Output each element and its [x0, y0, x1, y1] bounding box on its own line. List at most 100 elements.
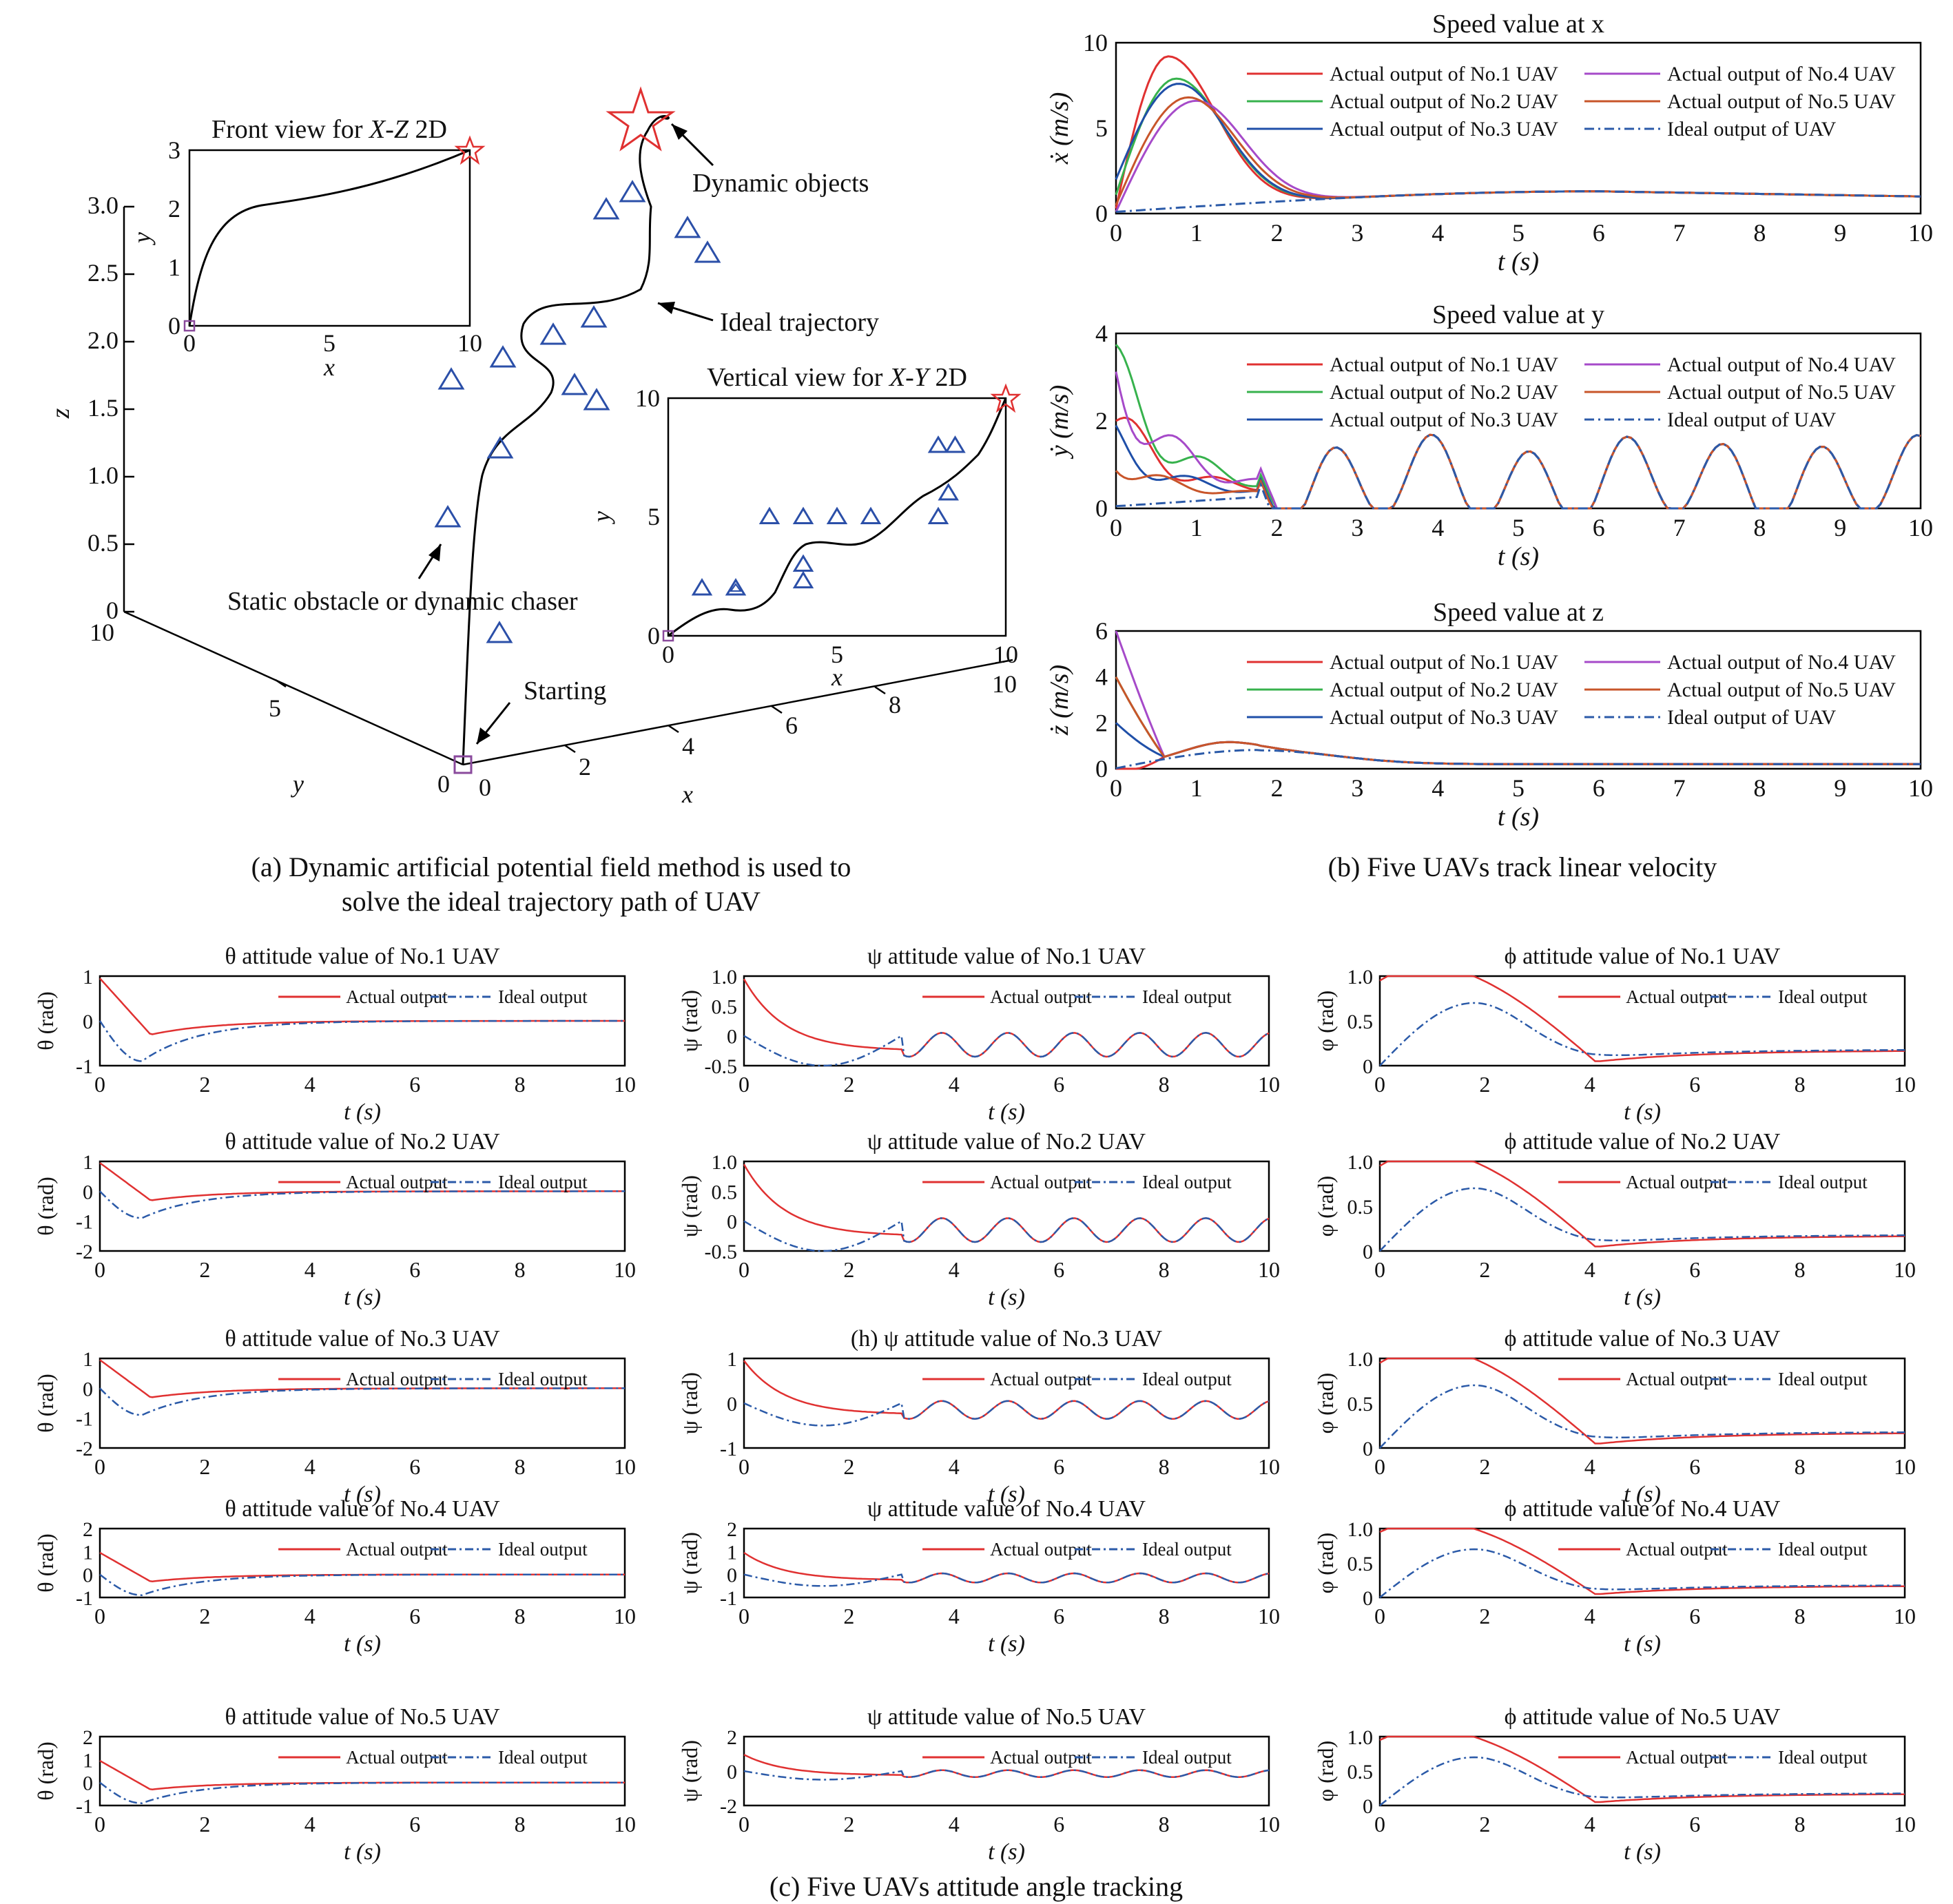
att-1-theta-ideal [99, 1190, 625, 1219]
att-2-phi-ylabel: φ (rad) [1313, 1373, 1338, 1434]
att-2-theta-xtick-6: 6 [409, 1454, 420, 1479]
z-tick-0: 0 [106, 597, 118, 624]
speed-2-xtick-0: 0 [1110, 774, 1122, 802]
att-3-theta-ytick-1: 1 [83, 1541, 93, 1564]
att-2-theta-xtick-8: 8 [515, 1454, 526, 1479]
speed-chart-xlabel-2: t (s) [1498, 803, 1539, 831]
att-0-phi-ytick-1: 0.5 [1347, 1011, 1374, 1033]
att-3-phi-title: ϕ attitude value of No.4 UAV [1505, 1496, 1781, 1522]
att-2-psi-ytick-0: 1 [727, 1348, 737, 1371]
front-view-inset: Front view for X-Z 2D 0 5 10 x 0 1 2 3 y [128, 115, 486, 381]
att-2-phi-ytick-0: 1.0 [1347, 1348, 1374, 1371]
speed-1-legend-label-1: Actual output of No.2 UAV [1330, 381, 1558, 404]
x-axis-ticks [275, 679, 886, 754]
speed-0-series-ideal [1115, 190, 1921, 213]
speed-0-ytick-0: 0 [1095, 200, 1108, 227]
vert-y-tick-0: 0 [648, 622, 660, 650]
att-1-psi-ideal [743, 1217, 1270, 1252]
att-3-phi-actual [1379, 1527, 1905, 1595]
att-3-phi-xtick-4: 4 [1584, 1604, 1595, 1628]
speed-0-ytick-5: 5 [1095, 114, 1108, 142]
att-4-theta-ideal [99, 1781, 625, 1804]
speed-2-ytick-4: 4 [1095, 663, 1108, 691]
att-3-phi-ytick-1: 0.5 [1347, 1553, 1374, 1575]
speed-chart-0: Speed value at x ẋ (m/s) t (s) 0 1 2 3 4 5 6 7 8 9 10… [1045, 10, 1933, 276]
speed-0-legend-label-4: Actual output of No.5 UAV [1667, 90, 1896, 113]
obstacle-3d-12 [486, 621, 513, 643]
att-4-psi-ylabel: ψ (rad) [677, 1740, 702, 1802]
att-2-psi-xtick-6: 6 [1053, 1454, 1064, 1479]
att-1-phi-xlabel: t (s) [1624, 1285, 1661, 1310]
att-4-phi-xlabel: t (s) [1624, 1839, 1661, 1865]
att-3-theta-ytick-3: -1 [76, 1587, 93, 1610]
att-0-psi-ideal [743, 1032, 1270, 1067]
att-4-theta-legend-ideal: Ideal output [498, 1747, 588, 1768]
att-1-theta-title: θ attitude value of No.2 UAV [225, 1129, 499, 1155]
vert-x-tick-10: 10 [993, 641, 1018, 668]
att-0-phi: ϕ attitude value of No.1 UAV φ (rad) 1.0 0.… [1313, 944, 1916, 1125]
obstacle-top-11 [938, 483, 959, 501]
att-0-phi-actual [1379, 975, 1905, 1062]
att-2-psi-xtick-8: 8 [1159, 1454, 1170, 1479]
att-4-psi-ytick-0: 2 [727, 1726, 737, 1749]
z-axis-label: z [46, 408, 75, 419]
speed-0-legend-label-2: Actual output of No.3 UAV [1330, 118, 1558, 141]
speed-chart-xlabel-0: t (s) [1498, 247, 1539, 276]
z-tick-30: 3.0 [87, 192, 118, 219]
att-1-theta-xtick-10: 10 [614, 1257, 636, 1282]
att-4-theta-ytick-3: -1 [76, 1795, 93, 1818]
att-1-phi-title: ϕ attitude value of No.2 UAV [1505, 1129, 1781, 1155]
speed-chart-title-1: Speed value at y [1432, 300, 1604, 329]
att-1-theta-xtick-8: 8 [515, 1257, 526, 1282]
att-2-phi: ϕ attitude value of No.3 UAV φ (rad) 1.0 0.… [1313, 1326, 1916, 1507]
att-0-psi-title: ψ attitude value of No.1 UAV [867, 944, 1146, 969]
att-2-theta-ideal [99, 1387, 625, 1416]
speed-1-xtick-2: 2 [1271, 514, 1283, 541]
speed-2-ytick-0: 0 [1095, 755, 1108, 783]
att-0-phi-xtick-4: 4 [1584, 1072, 1595, 1097]
obstacle-top-1 [725, 578, 747, 596]
annotation-static-obstacle: Static obstacle or dynamic chaser [227, 587, 578, 616]
att-1-phi-legend-ideal: Ideal output [1778, 1172, 1868, 1192]
vert-x-label: x [831, 663, 843, 691]
att-3-psi-xtick-4: 4 [949, 1604, 960, 1628]
att-3-theta-ytick-2: 0 [83, 1564, 93, 1587]
obstacle-3d-10 [486, 436, 514, 459]
att-2-phi-xtick-0: 0 [1374, 1454, 1385, 1479]
att-3-phi-xtick-10: 10 [1894, 1604, 1916, 1628]
speed-0-xtick-4: 4 [1432, 219, 1444, 247]
speed-2-xtick-6: 6 [1593, 774, 1605, 802]
att-0-phi-xtick-8: 8 [1795, 1072, 1806, 1097]
speed-1-ytick-4: 4 [1095, 320, 1108, 347]
att-0-psi-ytick-2: 0 [727, 1026, 737, 1048]
speed-chart-0-frame [1115, 41, 1922, 215]
speed-2-legend-label-5: Ideal output of UAV [1667, 706, 1837, 729]
att-3-psi-xtick-8: 8 [1159, 1604, 1170, 1628]
att-2-theta-xtick-0: 0 [94, 1454, 105, 1479]
att-1-theta-xtick-2: 2 [199, 1257, 210, 1282]
caption-b: (b) Five UAVs track linear velocity [1328, 851, 1717, 882]
att-3-psi-xtick-10: 10 [1258, 1604, 1280, 1628]
att-0-phi-ytick-2: 0 [1363, 1055, 1373, 1078]
x-tick-10: 10 [992, 670, 1017, 698]
front-y-label: y [128, 232, 156, 245]
obstacle-top-10 [927, 506, 949, 524]
front-view-curve [188, 149, 471, 327]
speed-0-ytick-10: 10 [1083, 29, 1108, 56]
att-1-phi-xtick-0: 0 [1374, 1257, 1385, 1282]
att-4-psi-xtick-10: 10 [1258, 1812, 1280, 1836]
obstacle-3d-0 [592, 197, 620, 220]
obstacle-3d-7 [580, 305, 608, 328]
att-4-phi-ideal [1379, 1756, 1905, 1806]
vert-x-tick-5: 5 [831, 641, 843, 668]
obstacle-3d-4 [437, 367, 465, 390]
att-0-phi-xtick-10: 10 [1894, 1072, 1916, 1097]
speed-chart-title-2: Speed value at z [1433, 598, 1604, 627]
att-3-phi: ϕ attitude value of No.4 UAV φ (rad) 1.0 0.… [1313, 1496, 1916, 1657]
att-0-theta-xtick-4: 4 [304, 1072, 316, 1097]
att-4-phi-ytick-0: 1.0 [1347, 1726, 1374, 1749]
x-tick-2: 2 [579, 753, 591, 780]
att-4-psi-title: ψ attitude value of No.5 UAV [867, 1704, 1146, 1730]
speed-0-legend-label-5: Ideal output of UAV [1667, 118, 1837, 141]
